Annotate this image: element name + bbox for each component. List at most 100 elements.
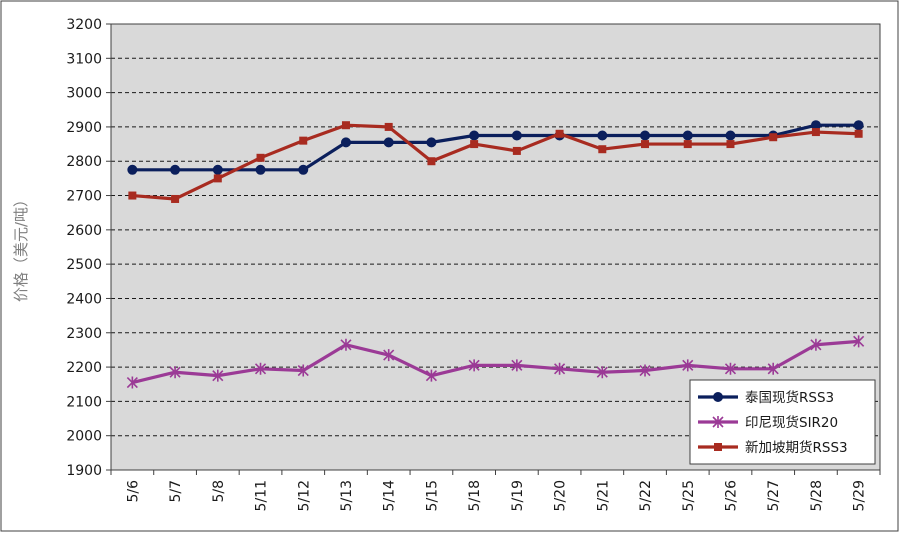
series-2-point: [340, 338, 352, 351]
series-3-line: [132, 123, 859, 201]
series-3-point: [171, 194, 180, 203]
series-2-point: [810, 338, 822, 351]
y-tick-label: 2700: [66, 189, 102, 205]
legend-item: 印尼现货SIR20: [698, 414, 838, 431]
x-tick-label: 5/22: [638, 480, 654, 511]
x-tick-label: 5/20: [553, 480, 569, 511]
series-1-point: [298, 164, 309, 175]
series-2-point: [297, 364, 309, 377]
series-2-point: [126, 376, 138, 389]
series-1-point: [469, 130, 480, 141]
y-tick-label: 3000: [66, 86, 102, 102]
series-2-point: [468, 359, 480, 372]
x-tick-label: 5/12: [296, 480, 312, 511]
x-tick-label: 5/7: [168, 480, 184, 503]
series-3-point: [555, 129, 564, 138]
y-tick-label: 2500: [66, 257, 102, 273]
series-1-point: [511, 130, 522, 141]
series-2-point: [596, 366, 608, 379]
series-2-point: [682, 359, 694, 372]
x-tick-label: 5/11: [254, 480, 270, 511]
x-tick-label: 5/8: [211, 480, 227, 503]
series-3-point: [341, 121, 350, 130]
series-3-point: [598, 145, 607, 154]
series-2: [126, 335, 865, 389]
series-3-point: [427, 157, 436, 166]
x-tick-label: 5/25: [681, 480, 697, 511]
series-1-point: [597, 130, 608, 141]
legend-item: 泰国现货RSS3: [698, 389, 834, 406]
series-3-point: [641, 140, 650, 149]
series-1-point: [426, 137, 437, 148]
series-3-point: [213, 174, 222, 183]
series-1-point: [383, 137, 394, 148]
series-1-line: [132, 123, 859, 172]
legend: 泰国现货RSS3 印尼现货SIR20 新加坡期货RSS3: [689, 379, 876, 465]
series-2-line: [131, 339, 859, 385]
series-2-point: [511, 359, 523, 372]
x-tick-label: 5/13: [339, 480, 355, 511]
series-3-point: [384, 122, 393, 131]
x-tick-label: 5/15: [424, 480, 440, 511]
series-1-point: [853, 120, 864, 131]
legend-label: 泰国现货RSS3: [745, 389, 834, 406]
legend-point: [712, 416, 724, 428]
series-2-point: [425, 369, 437, 382]
series: [126, 120, 865, 389]
series-2-point: [853, 335, 865, 348]
y-tick-label: 2000: [66, 429, 102, 445]
y-tick-label: 2600: [66, 223, 102, 239]
series-1-point: [170, 164, 181, 175]
x-tick-label: 5/26: [723, 480, 739, 512]
y-tick-labels: 1900 2000 2100 2200 2300 2400 2500 2600 2700 2800…: [66, 17, 102, 479]
series-3-point: [128, 191, 137, 200]
series-3-point: [512, 146, 521, 155]
x-tick-label: 5/19: [510, 480, 526, 511]
series-1-point: [255, 164, 266, 175]
series-2-point: [639, 364, 651, 377]
legend-point: [713, 392, 723, 402]
series-3-point: [256, 153, 265, 162]
legend-item: 新加坡期货RSS3: [698, 439, 848, 456]
series-2-point: [254, 362, 267, 375]
series-3-point: [470, 140, 479, 149]
series-2-point: [383, 349, 395, 362]
legend-label: 印尼现货SIR20: [745, 414, 838, 431]
x-tick-label: 5/27: [766, 480, 782, 511]
series-3-point: [683, 140, 692, 149]
x-tick-label: 5/28: [809, 480, 825, 511]
y-tick-label: 3100: [66, 51, 102, 67]
series-1-point: [725, 130, 736, 141]
y-axis-label: 价格（美元/吨）: [12, 192, 30, 302]
x-tick-label: 5/21: [595, 480, 611, 511]
series-3-point: [769, 133, 778, 142]
y-tick-label: 2800: [66, 154, 102, 170]
series-2-point: [767, 362, 779, 375]
series-3: [128, 121, 863, 203]
series-3-point: [726, 140, 735, 149]
x-tick-labels: 5/6 5/7 5/8 5/11 5/12 5/13 5/14 5/15 5/18 5/19 5/2…: [125, 480, 867, 512]
y-tick-label: 1900: [66, 463, 102, 479]
x-tick-label: 5/14: [382, 480, 398, 512]
legend-point: [714, 443, 722, 451]
series-3-point: [811, 128, 820, 137]
series-1-point: [340, 137, 351, 148]
x-tick-label: 5/29: [852, 480, 868, 511]
series-1-point: [682, 130, 693, 141]
series-2-point: [212, 369, 224, 382]
y-tick-label: 2300: [66, 326, 102, 342]
series-2-point: [169, 366, 181, 379]
y-tick-label: 2900: [66, 120, 102, 136]
x-tick-label: 5/18: [467, 480, 483, 511]
legend-label: 新加坡期货RSS3: [745, 439, 848, 456]
series-2-point: [724, 362, 737, 375]
series-1-point: [640, 130, 651, 141]
series-2-point: [554, 362, 566, 375]
axes: [106, 23, 881, 475]
x-tick-label: 5/6: [125, 480, 141, 503]
y-tick-label: 2400: [66, 291, 102, 307]
series-3-point: [299, 136, 308, 145]
y-tick-label: 3200: [66, 17, 102, 33]
